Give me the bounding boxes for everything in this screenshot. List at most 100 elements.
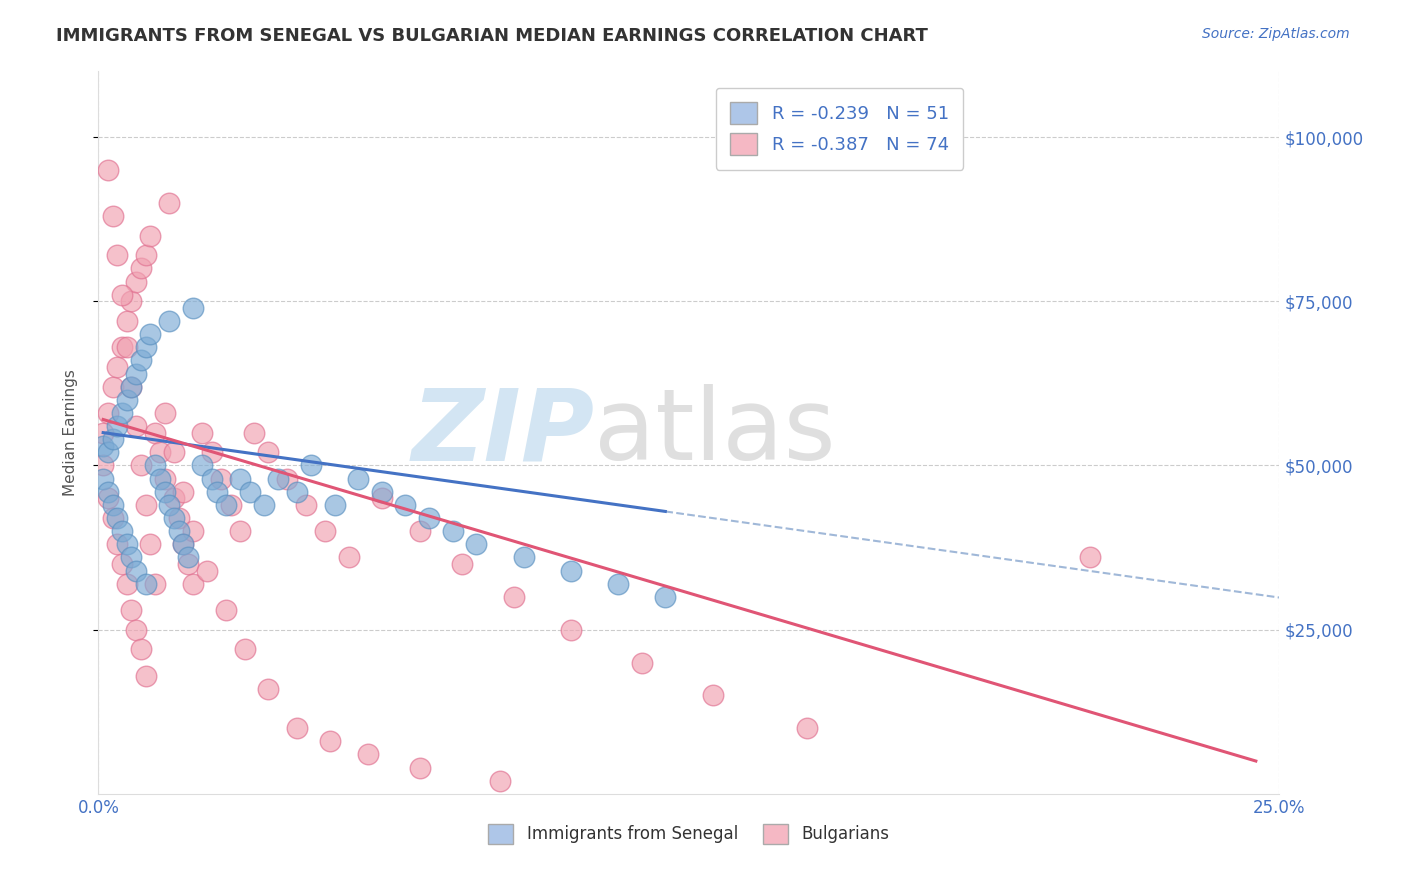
Point	[121, 379, 143, 393]
Point	[91, 425, 114, 440]
Text: ZIP: ZIP	[412, 384, 595, 481]
Point	[125, 623, 148, 637]
Point	[143, 425, 166, 440]
Point	[209, 472, 232, 486]
Point	[215, 498, 238, 512]
Point	[394, 498, 416, 512]
Point	[101, 432, 124, 446]
Point	[796, 721, 818, 735]
Point	[167, 524, 190, 538]
Point	[135, 340, 157, 354]
Point	[408, 761, 430, 775]
Point	[111, 524, 134, 538]
Point	[177, 550, 200, 565]
Point	[97, 445, 120, 459]
Point	[157, 195, 180, 210]
Point	[143, 576, 166, 591]
Point	[219, 498, 242, 512]
Point	[125, 419, 148, 434]
Point	[465, 537, 488, 551]
Point	[125, 275, 148, 289]
Point	[91, 458, 114, 473]
Point	[105, 419, 128, 434]
Point	[111, 406, 134, 420]
Point	[172, 484, 194, 499]
Point	[243, 425, 266, 440]
Point	[129, 353, 152, 368]
Point	[125, 564, 148, 578]
Point	[105, 511, 128, 525]
Point	[143, 458, 166, 473]
Point	[702, 689, 724, 703]
Point	[285, 721, 308, 735]
Point	[111, 557, 134, 571]
Point	[121, 379, 143, 393]
Point	[111, 340, 134, 354]
Point	[91, 439, 114, 453]
Point	[177, 557, 200, 571]
Point	[299, 458, 322, 473]
Point	[560, 564, 582, 578]
Point	[205, 484, 228, 499]
Point	[101, 209, 124, 223]
Point	[201, 445, 224, 459]
Point	[105, 359, 128, 374]
Point	[451, 557, 474, 571]
Point	[97, 162, 120, 177]
Point	[267, 472, 290, 486]
Point	[139, 327, 162, 342]
Text: IMMIGRANTS FROM SENEGAL VS BULGARIAN MEDIAN EARNINGS CORRELATION CHART: IMMIGRANTS FROM SENEGAL VS BULGARIAN MED…	[56, 27, 928, 45]
Point	[323, 498, 346, 512]
Point	[153, 406, 176, 420]
Point	[257, 681, 280, 696]
Point	[115, 576, 138, 591]
Point	[97, 406, 120, 420]
Point	[153, 484, 176, 499]
Point	[101, 379, 124, 393]
Point	[347, 472, 370, 486]
Point	[441, 524, 464, 538]
Point	[101, 511, 124, 525]
Point	[157, 498, 180, 512]
Point	[121, 294, 143, 309]
Point	[371, 491, 394, 506]
Point	[654, 590, 676, 604]
Point	[191, 458, 214, 473]
Point	[239, 484, 262, 499]
Point	[285, 484, 308, 499]
Point	[408, 524, 430, 538]
Point	[97, 491, 120, 506]
Point	[195, 564, 218, 578]
Point	[357, 747, 380, 762]
Point	[135, 668, 157, 682]
Point	[1080, 550, 1102, 565]
Point	[105, 537, 128, 551]
Point	[295, 498, 318, 512]
Point	[167, 511, 190, 525]
Point	[314, 524, 336, 538]
Point	[129, 458, 152, 473]
Point	[121, 550, 143, 565]
Point	[121, 603, 143, 617]
Point	[512, 550, 534, 565]
Point	[139, 537, 162, 551]
Point	[149, 472, 172, 486]
Point	[111, 287, 134, 301]
Point	[371, 484, 394, 499]
Point	[560, 623, 582, 637]
Point	[115, 537, 138, 551]
Point	[135, 248, 157, 262]
Y-axis label: Median Earnings: Median Earnings	[63, 369, 77, 496]
Point	[101, 498, 124, 512]
Point	[115, 392, 138, 407]
Point	[215, 603, 238, 617]
Point	[97, 484, 120, 499]
Point	[201, 472, 224, 486]
Point	[153, 472, 176, 486]
Point	[115, 340, 138, 354]
Point	[503, 590, 526, 604]
Point	[135, 576, 157, 591]
Point	[157, 314, 180, 328]
Point	[233, 642, 256, 657]
Point	[418, 511, 440, 525]
